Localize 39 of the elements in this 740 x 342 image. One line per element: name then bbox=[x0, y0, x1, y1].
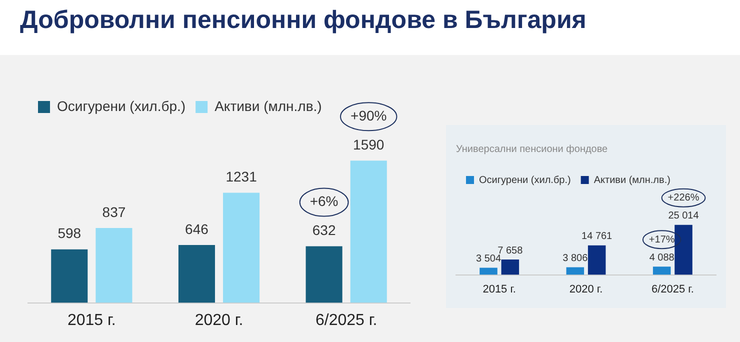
bar bbox=[96, 228, 132, 303]
data-label: 3 806 bbox=[562, 252, 588, 264]
bar bbox=[674, 224, 692, 275]
data-label: 3 504 bbox=[476, 254, 502, 265]
data-label: 14 761 bbox=[582, 231, 613, 242]
bar bbox=[51, 249, 88, 303]
data-label: 4 088 bbox=[649, 252, 675, 264]
annotation: +6% bbox=[310, 193, 338, 210]
legend-label: Осигурени (хил.бр.) bbox=[57, 98, 186, 114]
bar bbox=[178, 245, 215, 303]
data-label: 1231 bbox=[226, 168, 258, 185]
bar bbox=[306, 246, 342, 303]
chart-title: Доброволни пенсионни фондове в България bbox=[20, 6, 586, 35]
x-tick-label: 2020 г. bbox=[194, 312, 244, 329]
legend-label: Осигурени (хил.бр.) bbox=[479, 174, 571, 186]
annotation: +17% bbox=[648, 234, 675, 246]
chart-title: Универсални пенсиони фондове bbox=[456, 144, 608, 155]
x-tick-label: 6/2025 г. bbox=[315, 312, 378, 329]
data-label: 646 bbox=[185, 220, 209, 237]
data-label: 1590 bbox=[353, 136, 384, 153]
annotation: +226% bbox=[668, 192, 700, 204]
legend-label: Активи (млн.лв.) bbox=[214, 98, 322, 114]
x-tick-label: 2015 г. bbox=[482, 283, 516, 296]
annotation: +90% bbox=[350, 108, 387, 124]
legend-label: Активи (млн.лв.) bbox=[594, 174, 670, 186]
data-label: 25 014 bbox=[668, 210, 700, 222]
data-label: 837 bbox=[102, 204, 126, 220]
bar bbox=[350, 160, 387, 303]
bar bbox=[652, 266, 671, 275]
data-label: 632 bbox=[312, 222, 336, 238]
x-tick-label: 2020 г. bbox=[569, 283, 603, 296]
bar bbox=[566, 267, 584, 275]
bar bbox=[588, 245, 606, 275]
bar bbox=[480, 268, 498, 275]
bar bbox=[501, 260, 520, 275]
data-label: 598 bbox=[58, 225, 82, 242]
x-tick-label: 2015 г. bbox=[67, 312, 116, 329]
bar bbox=[223, 192, 260, 303]
x-tick-label: 6/2025 г. bbox=[651, 283, 694, 296]
